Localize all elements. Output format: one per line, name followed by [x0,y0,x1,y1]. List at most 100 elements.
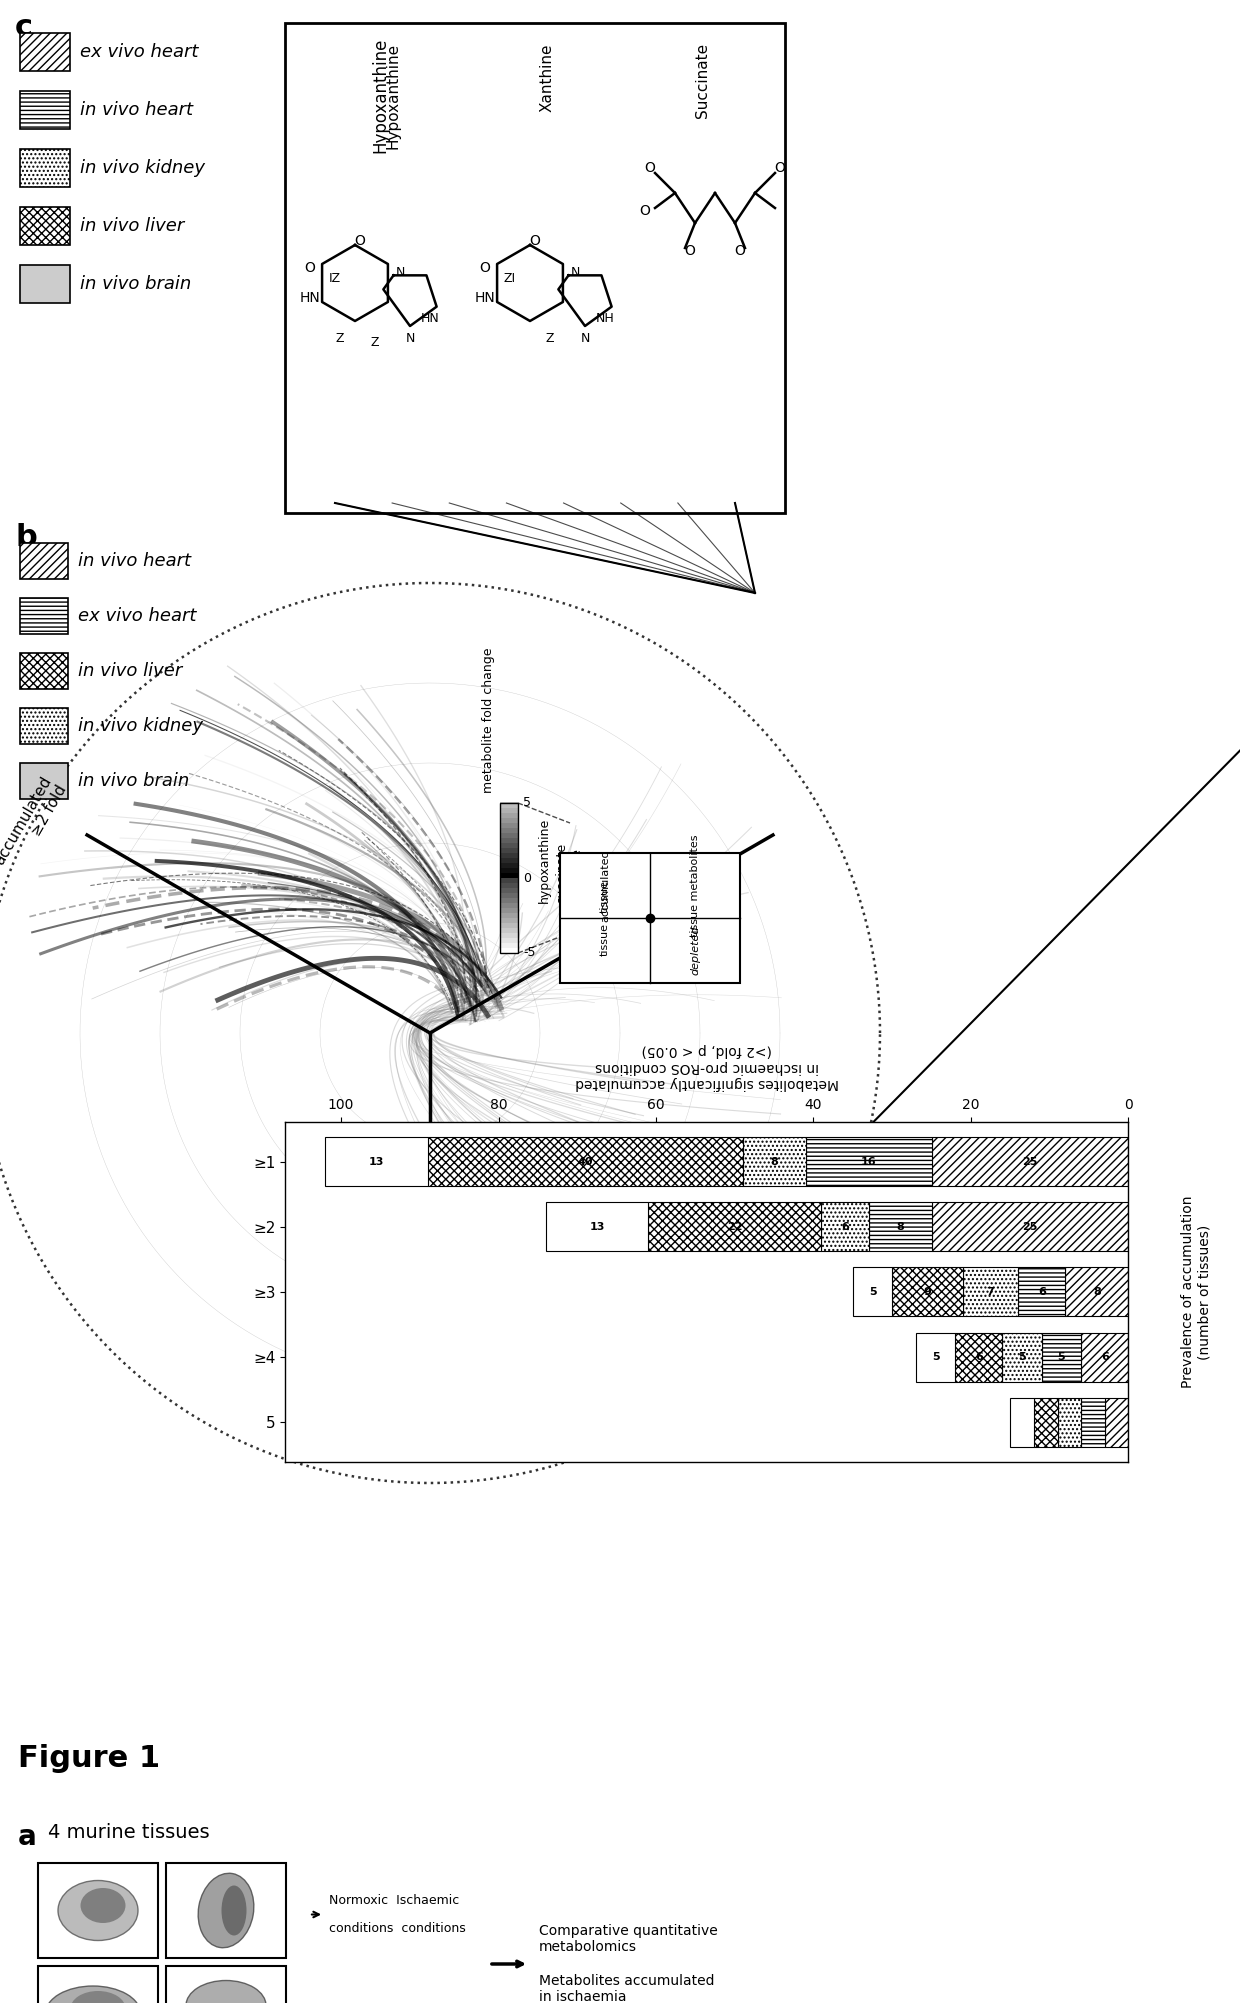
Text: O: O [645,160,656,174]
Bar [500,931,518,937]
Text: accumulated
≥2 fold: accumulated ≥2 fold [0,773,69,875]
Ellipse shape [81,1889,125,1923]
Bar [500,901,518,907]
Text: 13: 13 [589,1222,605,1232]
Text: 5: 5 [931,1352,940,1362]
Bar [500,801,518,807]
Text: Z: Z [336,332,345,345]
Bar [500,917,518,923]
Text: tissue metabolites: tissue metabolites [689,835,701,937]
Text: metabolite fold change: metabolite fold change [482,647,495,793]
Text: in vivo liver: in vivo liver [78,663,182,679]
Bar [500,841,518,847]
Bar [500,937,518,943]
Bar [500,867,518,873]
Bar [893,1268,963,1316]
Bar [500,861,518,867]
Bar [500,881,518,887]
Text: O: O [305,260,315,274]
Text: O: O [684,244,696,258]
Text: 25: 25 [1022,1222,1038,1232]
Bar [500,847,518,853]
Bar [38,1863,157,1959]
Ellipse shape [186,1981,267,2003]
Bar [546,1202,649,1252]
Text: -5: -5 [523,947,536,959]
Text: NH: NH [595,312,614,324]
Text: 8: 8 [897,1222,904,1232]
Text: HN: HN [475,290,495,304]
Text: xanthine: xanthine [570,847,584,903]
Text: b: b [15,523,37,553]
Bar [931,1202,1128,1252]
Bar [916,1332,955,1382]
Bar [500,827,518,833]
Bar [931,1138,1128,1186]
Bar [1042,1332,1081,1382]
Ellipse shape [71,1991,125,2003]
Bar [806,1138,931,1186]
Text: O: O [734,244,745,258]
Bar [500,907,518,913]
Bar [20,90,69,128]
Text: 6: 6 [841,1222,849,1232]
Bar [500,831,518,837]
Text: Normoxic  Ischaemic: Normoxic Ischaemic [329,1893,459,1907]
Text: 8: 8 [770,1156,777,1166]
Text: ZI: ZI [503,272,516,284]
Ellipse shape [58,1881,138,1941]
Bar [500,851,518,857]
Text: O: O [480,260,491,274]
Bar [1105,1398,1128,1446]
Bar [500,891,518,897]
Text: in vivo kidney: in vivo kidney [81,158,205,176]
Text: c: c [15,12,33,42]
Bar [20,599,68,635]
Text: conditions  conditions: conditions conditions [329,1923,466,1935]
Text: 8: 8 [1092,1288,1101,1296]
Bar [1065,1268,1128,1316]
Bar [20,653,68,689]
Text: HN: HN [420,312,439,324]
Bar [20,148,69,186]
Bar [20,707,68,743]
Bar [500,877,518,883]
Bar [743,1138,806,1186]
Bar [428,1138,743,1186]
Bar [963,1268,1018,1316]
Text: depleted
≥2 fold: depleted ≥2 fold [799,1216,874,1278]
Ellipse shape [198,1873,254,1947]
Text: in vivo heart: in vivo heart [81,100,193,118]
Bar [500,807,518,813]
Text: in vivo brain: in vivo brain [81,274,191,292]
Text: Succinate: Succinate [694,42,711,118]
Bar [20,763,68,799]
Text: 6: 6 [1038,1288,1045,1296]
Bar [166,1863,286,1959]
Text: ex vivo heart: ex vivo heart [81,42,198,60]
Text: N: N [396,266,404,280]
Bar [955,1332,1002,1382]
Bar [821,1202,868,1252]
Text: HN: HN [300,290,320,304]
Text: 5: 5 [1058,1352,1065,1362]
Bar [1018,1268,1065,1316]
Text: 40: 40 [578,1156,593,1166]
Text: 5: 5 [523,797,531,809]
Text: 0: 0 [523,871,531,885]
Text: 25: 25 [1022,1156,1038,1166]
Text: Figure 1: Figure 1 [19,1745,160,1773]
Text: Comparative quantitative
metabolomics: Comparative quantitative metabolomics [539,1923,718,1955]
Title: Metabolites significantly accumulated
in ischaemic pro-ROS conditions
(>2 fold, : Metabolites significantly accumulated in… [575,1044,838,1090]
Text: in vivo brain: in vivo brain [78,771,190,789]
Bar [20,32,69,70]
Text: O: O [529,234,541,248]
Text: 5: 5 [1018,1352,1025,1362]
Bar [1002,1332,1042,1382]
Text: N: N [580,332,590,345]
Text: Metabolites accumulated
in ischaemia: Metabolites accumulated in ischaemia [539,1975,714,2003]
Bar [500,921,518,927]
Bar [500,811,518,817]
Bar [500,941,518,947]
Bar [500,887,518,893]
